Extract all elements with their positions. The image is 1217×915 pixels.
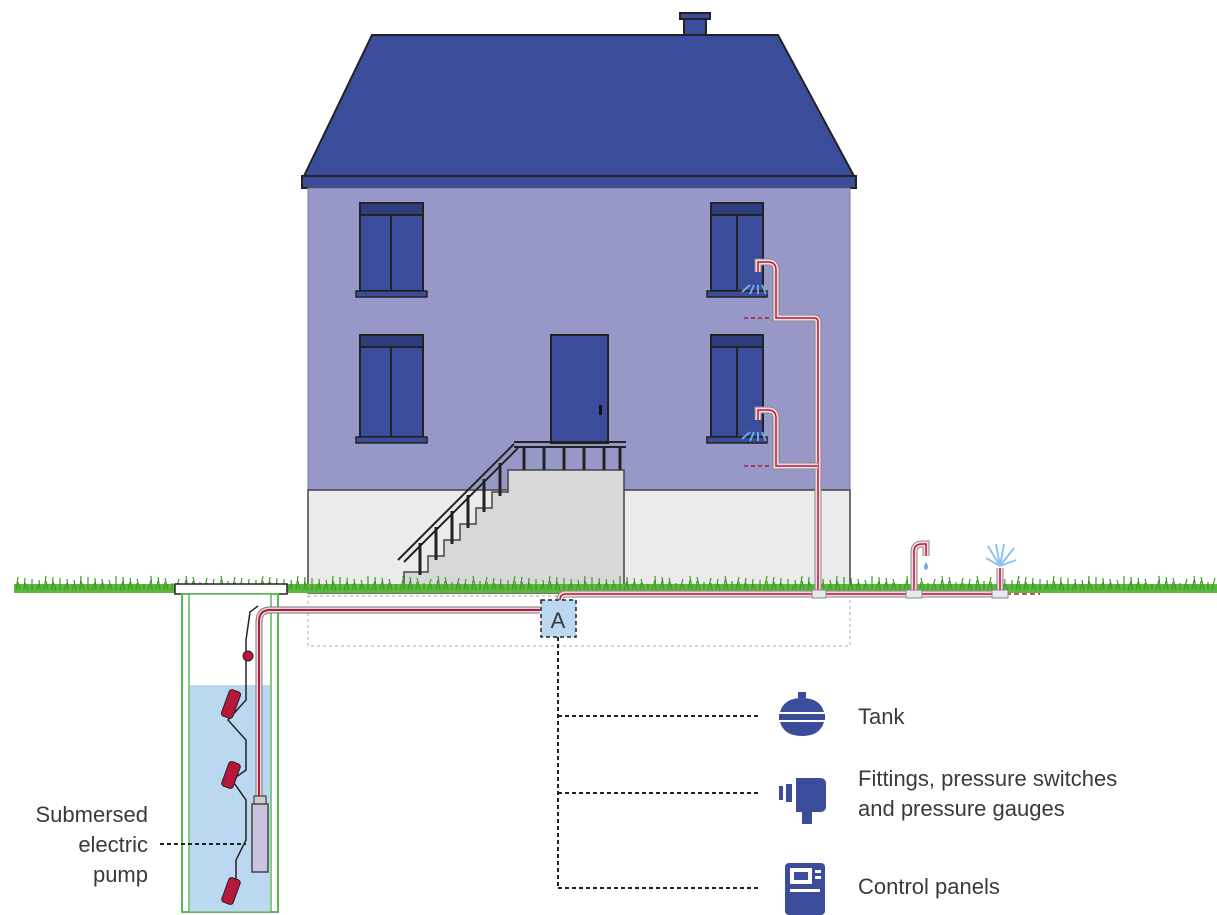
sprinkler-spray <box>985 543 1017 567</box>
pump-label: Submersed electric pump <box>8 800 148 890</box>
well <box>174 583 540 913</box>
float-switch <box>221 877 241 905</box>
roof-eave <box>301 175 857 189</box>
junction-marker: A <box>551 608 566 633</box>
tank-icon <box>779 692 825 736</box>
window-upper-right <box>706 202 768 298</box>
distribution-pipes <box>556 258 1040 608</box>
house-roof <box>302 34 856 177</box>
underground-area <box>307 595 851 647</box>
leader-lines <box>160 637 760 889</box>
fittings-label: Fittings, pressure switches and pressure… <box>858 766 1118 821</box>
window-lower-left <box>355 334 428 444</box>
tank-label: Tank <box>858 704 905 729</box>
window-lower-right <box>706 334 768 444</box>
submersed-pump <box>251 803 269 873</box>
front-door <box>550 334 609 444</box>
junction-box <box>540 599 577 638</box>
water-spray <box>741 431 767 442</box>
valve-dot <box>242 650 254 662</box>
fitting-icon <box>779 778 826 824</box>
float-switch <box>220 689 242 719</box>
control-panels-label: Control panels <box>858 874 1000 899</box>
water-spray <box>741 284 767 295</box>
water-drop <box>924 562 928 570</box>
control-panel-icon <box>785 863 825 915</box>
pump-label-line3: pump <box>92 862 148 887</box>
window-upper-left <box>355 202 428 298</box>
pump-label-line2: electric <box>78 832 148 857</box>
float-switch <box>221 761 241 789</box>
entrance-stairs <box>397 441 626 593</box>
pump-label-line1: Submersed <box>35 802 148 827</box>
